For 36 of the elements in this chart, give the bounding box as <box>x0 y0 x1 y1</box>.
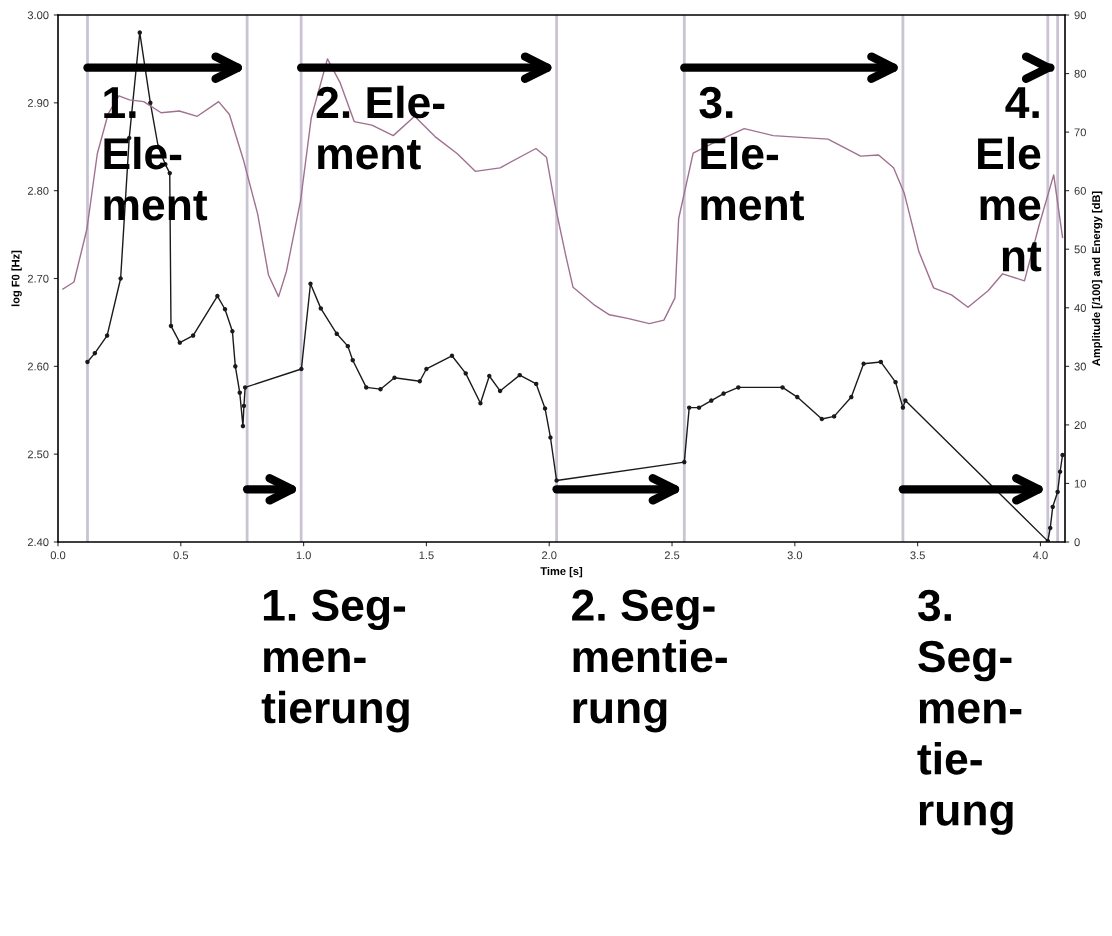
y2-tick-label: 60 <box>1074 186 1086 195</box>
x-axis-title: Time [s] <box>540 566 583 578</box>
y-axis-title: log F0 [Hz] <box>11 250 22 307</box>
line-series <box>62 58 1064 325</box>
annotation: 2. Ele- ment <box>316 85 445 170</box>
y2-axis-title: Amplitude [/100] and Energy [dB] <box>1091 191 1103 366</box>
x-tick-label: 2.0 <box>542 551 557 560</box>
annotation: 3. Ele- ment <box>699 86 804 221</box>
y2-tick-label: 10 <box>1074 479 1086 488</box>
y2-tick-label: 0 <box>1074 538 1080 547</box>
y-tick-label: 2.90 <box>27 99 49 107</box>
x-tick-label: 0.5 <box>173 551 189 560</box>
x-tick-label: 4.0 <box>1032 551 1048 560</box>
y2-tick-label: 40 <box>1074 304 1086 312</box>
y-tick-label: 2.70 <box>27 274 49 283</box>
x-tick-label: 2.5 <box>664 551 680 560</box>
y-tick-label: 2.80 <box>27 186 49 195</box>
y-tick-label: 2.50 <box>27 450 49 459</box>
x-tick-label: 3.5 <box>910 551 925 560</box>
y-tick-label: 3.00 <box>27 11 49 20</box>
y2-tick-label: 70 <box>1074 128 1086 137</box>
y-tick-label: 2.40 <box>27 538 49 547</box>
x-tick-label: 0.0 <box>50 551 66 560</box>
y-tick-label: 2.60 <box>27 362 49 371</box>
annotation: 4. Ele me nt <box>978 87 1042 272</box>
text: 1. Seg- men- tierung <box>261 589 409 733</box>
x-tick-label: 1.0 <box>296 551 311 560</box>
y2-tick-label: 50 <box>1074 245 1086 254</box>
x-tick-label: 1.5 <box>419 551 434 560</box>
text: 3. Seg- men- tie- rung <box>917 589 1022 835</box>
y2-tick-label: 80 <box>1074 69 1086 78</box>
y2-tick-label: 90 <box>1074 11 1086 20</box>
y2-tick-label: 20 <box>1074 421 1086 430</box>
y2-tick-label: 30 <box>1074 362 1086 371</box>
x-tick-label: 3.0 <box>787 551 803 560</box>
text: 2. Seg- mentie- rung <box>572 589 727 733</box>
